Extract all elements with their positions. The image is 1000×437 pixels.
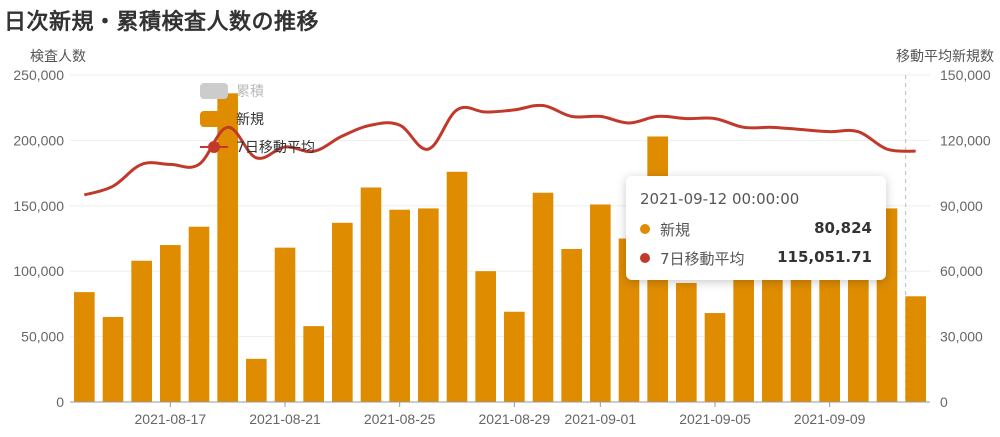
legend-item-1[interactable]: 累積	[200, 83, 264, 100]
bar[interactable]	[274, 247, 296, 402]
bar[interactable]	[676, 282, 697, 402]
legend-label: 新規	[236, 112, 264, 128]
tooltip-bar-dot-icon	[640, 223, 650, 234]
bar[interactable]	[905, 296, 926, 402]
bar[interactable]	[704, 313, 726, 402]
legend-item-3[interactable]: 7日移動平均	[200, 140, 315, 156]
x-tick-label: 2021-08-21	[249, 411, 321, 427]
legend-label: 累積	[236, 84, 264, 100]
y-axis-title: 検査人数	[30, 49, 86, 65]
y2-tick-label: 90,000	[940, 198, 983, 214]
x-tick-label: 2021-08-25	[364, 411, 436, 427]
moving-average-line[interactable]	[83, 103, 916, 197]
tooltip-line-dot-icon	[640, 252, 650, 263]
tooltip-row-new: 新規 80,824	[640, 219, 872, 241]
bar[interactable]	[790, 245, 812, 402]
x-tick-label: 2021-08-17	[135, 411, 207, 427]
chart-title: 日次新規・累積検査人数の推移	[4, 10, 320, 35]
rounded-rect-icon	[200, 83, 228, 99]
bar[interactable]	[418, 208, 439, 402]
y-tick-label: 50,000	[21, 329, 64, 345]
y-tick-label: 100,000	[13, 263, 64, 279]
legend-item-2[interactable]: 新規	[200, 111, 264, 128]
y-tick-label: 200,000	[13, 132, 64, 148]
bar[interactable]	[102, 316, 124, 402]
y2-tick-label: 150,000	[940, 67, 991, 83]
axes: 0 0 50,000 30,000 100,000 60,000 150,000 90,000…	[13, 67, 990, 427]
bar[interactable]	[561, 248, 582, 402]
x-tick-label: 2021-09-01	[565, 411, 637, 427]
tooltip-row-label: 新規	[660, 221, 691, 239]
line-series[interactable]	[83, 103, 916, 197]
bar[interactable]	[188, 226, 210, 402]
x-tick-label: 2021-09-09	[794, 411, 866, 427]
bar[interactable]	[74, 292, 95, 402]
bar[interactable]	[475, 271, 496, 402]
y2-axis-title: 移動平均新規数	[896, 49, 994, 65]
bar[interactable]	[733, 260, 754, 402]
bar[interactable]	[762, 258, 783, 402]
bar[interactable]	[332, 222, 353, 402]
tooltip-row-value: 115,051.71	[777, 248, 872, 266]
bar[interactable]	[217, 93, 238, 402]
y-tick-label: 250,000	[13, 67, 64, 83]
bar[interactable]	[303, 326, 324, 402]
tooltip-row-label: 7日移動平均	[660, 250, 745, 268]
y2-tick-label: 60,000	[940, 263, 983, 279]
bar[interactable]	[389, 209, 410, 402]
bar[interactable]	[360, 187, 382, 402]
y2-tick-label: 120,000	[940, 132, 991, 148]
bar[interactable]	[131, 260, 152, 402]
bar[interactable]	[446, 171, 468, 402]
x-tick-label: 2021-08-29	[479, 411, 551, 427]
bar[interactable]	[246, 358, 267, 402]
x-tick-label: 2021-09-05	[679, 411, 751, 427]
rounded-rect-icon	[200, 111, 228, 127]
y2-tick-label: 0	[940, 394, 948, 410]
tooltip-row-value: 80,824	[814, 219, 872, 237]
tooltip-row-average: 7日移動平均 115,051.71	[640, 248, 872, 270]
bar[interactable]	[160, 245, 181, 402]
tooltip-title: 2021-09-12 00:00:00	[640, 190, 800, 208]
y2-tick-label: 30,000	[940, 329, 983, 345]
bar[interactable]	[532, 192, 554, 402]
tooltip: 2021-09-12 00:00:00 新規 80,824 7日移動平均 115…	[626, 176, 886, 280]
y-tick-label: 150,000	[13, 198, 64, 214]
bar-series[interactable]	[74, 93, 926, 402]
bar[interactable]	[590, 204, 611, 402]
bar[interactable]	[504, 311, 525, 402]
legend-dot	[208, 141, 220, 153]
line-dot-icon	[200, 141, 228, 153]
y-tick-label: 0	[56, 394, 64, 410]
legend-label: 7日移動平均	[236, 140, 315, 156]
